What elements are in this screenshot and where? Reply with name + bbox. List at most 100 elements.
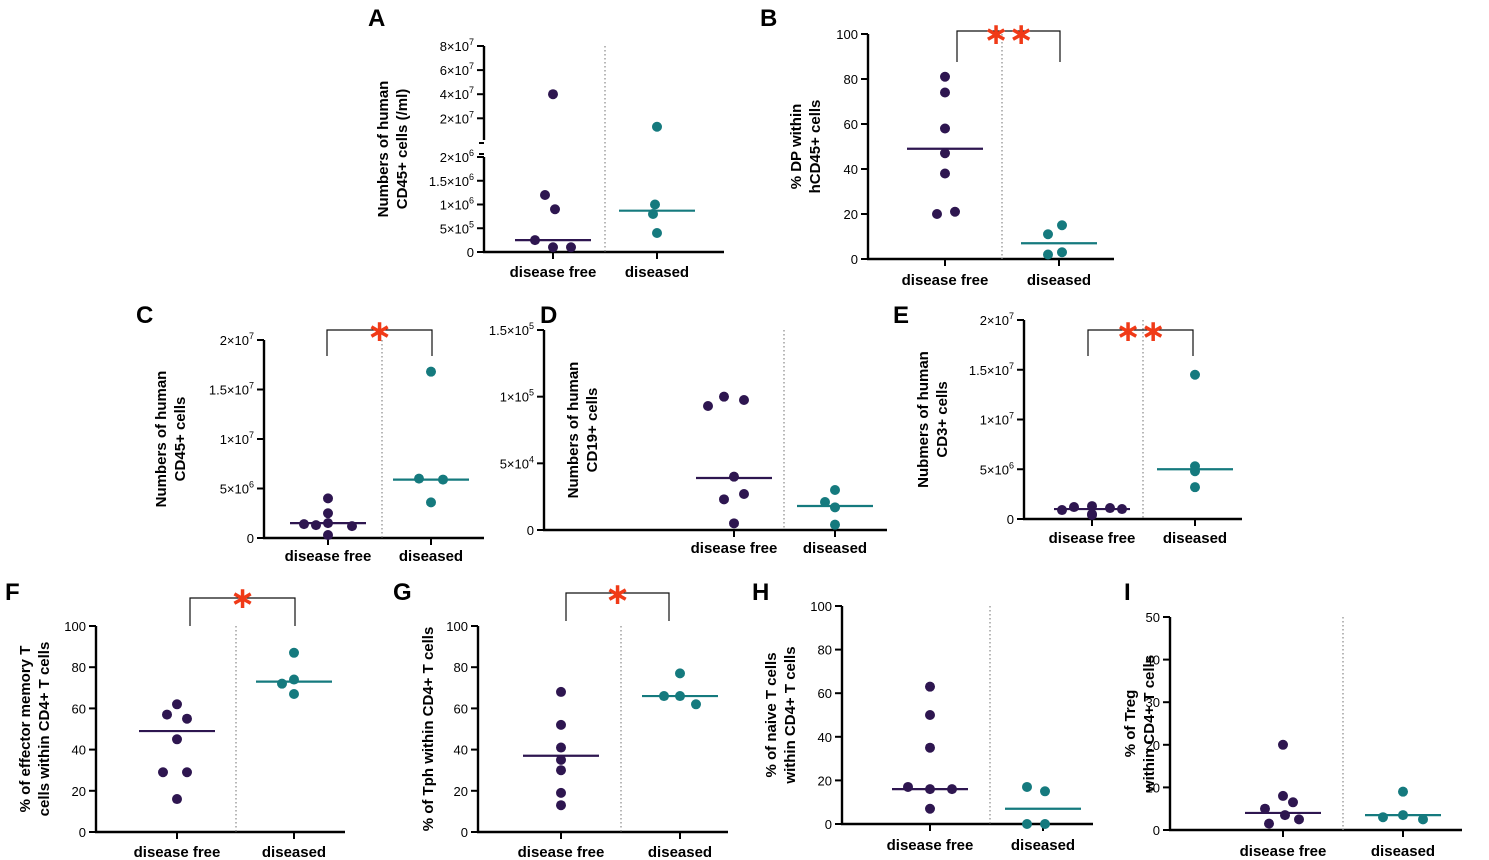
data-point [323, 518, 333, 529]
significance-bracket [326, 329, 433, 356]
data-point [1398, 786, 1408, 797]
y-tick-label: 1×106 [440, 196, 474, 213]
data-point [652, 228, 662, 238]
y-axis-label: Numbers of human CD45+ cells (/ml) [375, 81, 411, 218]
data-point [925, 803, 935, 814]
data-point [659, 691, 669, 702]
data-point [1057, 505, 1067, 516]
data-point [550, 204, 560, 215]
y-tick-label: 1.5×107 [969, 361, 1014, 378]
data-point [729, 518, 739, 529]
data-point [1278, 739, 1288, 750]
y-tick-label: 60 [818, 686, 832, 701]
data-point [925, 710, 935, 720]
category-label: diseased [803, 540, 867, 557]
y-tick-label: 0 [1007, 512, 1014, 527]
y-tick-label: 5×106 [220, 480, 254, 497]
category-label: diseased [262, 844, 326, 860]
significance-bracket [1087, 329, 1194, 356]
data-point [652, 121, 662, 132]
data-point [347, 521, 357, 532]
category-label: diseased [648, 844, 712, 860]
data-point [691, 699, 701, 710]
y-tick-label: 40 [1146, 653, 1160, 668]
y-tick-label: 20 [72, 784, 86, 799]
data-point [1057, 220, 1067, 231]
data-point [925, 681, 935, 692]
y-tick-label: 80 [818, 643, 832, 658]
data-point [556, 765, 566, 776]
data-point [1040, 786, 1050, 797]
panel-letter: H [752, 579, 769, 606]
data-point [719, 391, 729, 402]
panel-h: H 0 20 40 60 80 100 disease free diseased % of na… [752, 579, 1093, 854]
panel-f: F 0 20 40 60 80 100 disease free diseased % of ef… [5, 579, 345, 860]
data-point [182, 767, 192, 778]
y-tick-label: 40 [818, 730, 832, 745]
y-tick-label: 2×107 [980, 311, 1014, 328]
data-point [830, 485, 840, 495]
data-point [426, 497, 436, 508]
y-axis-label: % of Tph within CD4+ T cells [420, 627, 437, 832]
data-point [172, 794, 182, 805]
data-point [932, 209, 942, 219]
category-label: disease free [887, 837, 974, 854]
data-point [1190, 466, 1200, 477]
data-point [548, 242, 558, 253]
category-label: diseased [1027, 272, 1091, 289]
panel-letter: F [5, 579, 20, 606]
y-tick-label: 1×105 [500, 388, 534, 405]
y-tick-label: 1×107 [220, 430, 254, 447]
category-label: diseased [399, 548, 463, 565]
data-point [903, 781, 913, 792]
data-point [323, 493, 333, 504]
y-tick-label: 0 [79, 825, 86, 840]
y-tick-label: 5×105 [440, 219, 474, 236]
data-point [925, 784, 935, 795]
panel-g: G 0 20 40 60 80 100 disease free diseased % of Tp… [393, 577, 728, 860]
y-tick-label: 0 [461, 825, 468, 840]
data-point [820, 497, 830, 507]
y-tick-label: 8×107 [440, 37, 474, 54]
data-point [940, 123, 950, 134]
data-point [299, 519, 309, 530]
category-label: diseased [1371, 843, 1435, 860]
panel-letter: E [893, 302, 909, 329]
data-point [703, 401, 713, 411]
y-axis-label: Numbers of human CD45+ cells [153, 371, 189, 508]
data-point [675, 668, 685, 679]
category-label: disease free [691, 540, 778, 557]
y-tick-label: 10 [1146, 780, 1160, 795]
data-point [566, 242, 576, 253]
data-point [925, 742, 935, 753]
data-point [289, 647, 299, 658]
data-point [1190, 482, 1200, 493]
data-point [1022, 781, 1032, 792]
category-label: disease free [510, 264, 597, 281]
data-point [556, 800, 566, 811]
data-point [289, 674, 299, 685]
y-axis-label: Numbers of human CD19+ cells [565, 362, 601, 499]
data-point [1057, 247, 1067, 258]
y-axis-label: % DP within hCD45+ cells [788, 100, 824, 194]
data-point [1294, 814, 1304, 825]
data-point [830, 502, 840, 513]
data-point [729, 471, 739, 482]
y-tick-label: 40 [72, 743, 86, 758]
data-point [438, 474, 448, 485]
data-point [1105, 503, 1115, 514]
category-label: disease free [902, 272, 989, 289]
data-point [947, 784, 957, 795]
y-tick-label: 2×107 [220, 331, 254, 348]
category-label: disease free [134, 844, 221, 860]
panel-c: C 0 5×106 1×107 1.5×107 2×107 disease free dise… [136, 302, 484, 565]
data-point [1043, 249, 1053, 260]
data-point [323, 508, 333, 519]
y-tick-label: 2×106 [440, 148, 474, 165]
data-point [719, 494, 729, 505]
data-point [1069, 502, 1079, 513]
significance-bracket [565, 592, 670, 621]
data-point [172, 699, 182, 710]
